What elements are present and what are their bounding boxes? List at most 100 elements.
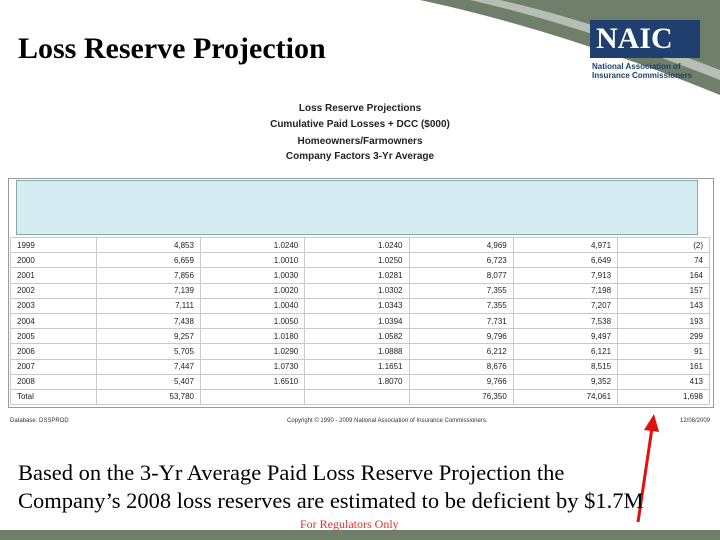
table-row: 2003 7,111 1.0040 1.0343 7,355 7,207 143 [10, 297, 710, 314]
table-cell: 7,538 [512, 312, 619, 330]
table-cell: 1,698 [617, 388, 710, 406]
database-note: Database: DSSPROD [10, 418, 69, 424]
table-cell: 7,355 [408, 282, 514, 299]
table-cell: 7,355 [408, 297, 514, 314]
table-cell: 7,198 [512, 282, 619, 299]
table-cell: 2006 [10, 343, 97, 360]
table-cell: 1.0582 [304, 328, 410, 345]
table-cell: 1.8070 [304, 373, 410, 390]
table-cell: 7,731 [408, 312, 514, 330]
table-cell: 1.0240 [304, 236, 410, 254]
table-cell: 2008 [10, 373, 97, 390]
table-cell: 1.0290 [199, 343, 306, 360]
table-cell: 9,352 [512, 373, 619, 390]
report-title: Loss Reserve Projections [298, 103, 422, 114]
table-cell: 6,659 [95, 252, 201, 269]
table-cell: 1.0394 [304, 312, 410, 330]
table-cell: 91 [617, 343, 710, 360]
footer-note: For Regulators Only [300, 517, 399, 531]
table-cell: 299 [617, 328, 710, 345]
table-cell: 7,207 [512, 297, 619, 314]
table-cell: 4,971 [512, 236, 619, 254]
table-row: 1999 4,853 1.0240 1.0240 4,969 4,971 (2) [10, 236, 710, 254]
table-cell [304, 388, 410, 406]
table-cell: 1.0281 [304, 267, 410, 284]
table-cell: 6,723 [408, 252, 514, 269]
summary-text: Based on the 3-Yr Average Paid Loss Rese… [18, 460, 644, 513]
table-cell: 6,649 [512, 252, 619, 269]
table-cell: 1.0180 [199, 328, 306, 345]
table-cell: 9,766 [408, 373, 514, 390]
table-cell: 1.0730 [199, 358, 306, 375]
table-cell: 74,061 [512, 388, 619, 406]
table-cell: 7,111 [95, 297, 201, 314]
report-date: 12/08/2009 [680, 418, 711, 424]
table-cell: 1.0010 [199, 252, 306, 269]
table-cell: 1.0302 [304, 282, 410, 299]
table-cell: 164 [617, 267, 710, 284]
table-cell: 7,913 [512, 267, 619, 284]
table-row: 2008 5,407 1.6510 1.8070 9,766 9,352 413 [10, 373, 710, 390]
table-cell: 193 [617, 312, 710, 330]
table-frame [8, 178, 714, 408]
logo-subtitle: National Association of Insurance Commis… [592, 62, 693, 80]
table-row: 2001 7,856 1.0030 1.0281 8,077 7,913 164 [10, 267, 710, 284]
table-row: 2006 5,705 1.0290 1.0888 6,212 6,121 91 [10, 343, 710, 360]
table-cell: 2005 [10, 328, 97, 345]
table-cell: 2001 [10, 267, 97, 284]
table-cell: 1.0343 [304, 297, 410, 314]
table-cell: 5,407 [95, 373, 201, 390]
table-cell: 4,853 [95, 236, 201, 254]
table-row: 2007 7,447 1.0730 1.1651 8,676 8,515 161 [10, 358, 710, 375]
table-cell [199, 388, 306, 406]
table-cell: 1.0030 [199, 267, 306, 284]
table-row: 2000 6,659 1.0010 1.0250 6,723 6,649 74 [10, 252, 710, 269]
table-cell: 2000 [10, 252, 97, 269]
table-cell: 7,139 [95, 282, 201, 299]
table-cell: 143 [617, 297, 710, 314]
table-cell: (2) [617, 236, 710, 254]
table-cell: 1.0888 [304, 343, 410, 360]
report-title: Cumulative Paid Losses + DCC ($000) [270, 119, 450, 130]
reserve-table: 1999 4,853 1.0240 1.0240 4,969 4,971 (2) 2000 6,… [10, 236, 710, 406]
table-cell: 76,350 [408, 388, 514, 406]
table-cell: Total [10, 388, 97, 406]
table-cell: 2004 [10, 312, 97, 330]
table-cell: 2007 [10, 358, 97, 375]
table-cell: 8,515 [512, 358, 619, 375]
logo: NAIC [596, 22, 673, 55]
slide-title: Loss Reserve Projection [18, 32, 326, 65]
header-cover [16, 180, 698, 235]
report-title: Company Factors 3-Yr Average [285, 151, 435, 162]
table-cell: 74 [617, 252, 710, 269]
table-row: 2002 7,139 1.0020 1.0302 7,355 7,198 157 [10, 282, 710, 299]
table-cell: 9,796 [408, 328, 514, 345]
table-cell: 5,705 [95, 343, 201, 360]
table-cell: 413 [617, 373, 710, 390]
table-cell: 1.6510 [199, 373, 306, 390]
table-cell: 6,212 [408, 343, 514, 360]
table-cell: 6,121 [512, 343, 619, 360]
table-cell: 1.0250 [304, 252, 410, 269]
table-cell: 9,497 [512, 328, 619, 345]
table-cell: 161 [617, 358, 710, 375]
table-cell: 2002 [10, 282, 97, 299]
table-row: Total 53,780 76,350 74,061 1,698 [10, 388, 710, 406]
table-cell: 53,780 [95, 388, 201, 406]
table-cell: 8,676 [408, 358, 514, 375]
table-cell: 7,447 [95, 358, 201, 375]
report-title: Homeowners/Farmowners [297, 136, 423, 147]
table-cell: 9,257 [95, 328, 201, 345]
table-cell: 1999 [10, 236, 97, 254]
table-row: 2004 7,438 1.0050 1.0394 7,731 7,538 193 [10, 312, 710, 330]
table-cell: 1.1651 [304, 358, 410, 375]
table-cell: 1.0050 [199, 312, 306, 330]
table-cell: 157 [617, 282, 710, 299]
table-cell: 7,438 [95, 312, 201, 330]
table-cell: 1.0040 [199, 297, 306, 314]
table-cell: 2003 [10, 297, 97, 314]
table-cell: 4,969 [408, 236, 514, 254]
table-row: 2005 9,257 1.0180 1.0582 9,796 9,497 299 [10, 328, 710, 345]
